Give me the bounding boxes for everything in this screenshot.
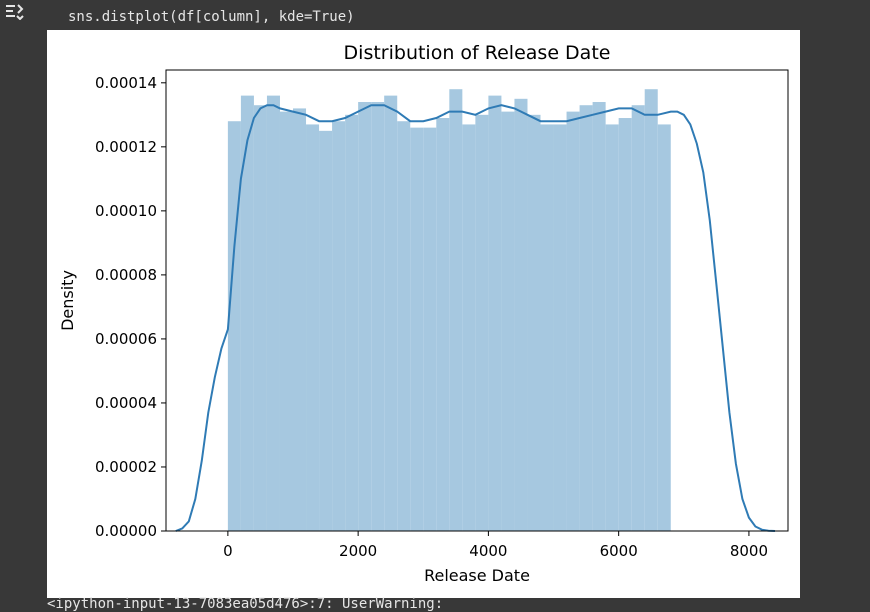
y-tick-label: 0.00010 <box>95 202 157 220</box>
histogram-bar <box>266 95 280 531</box>
histogram-bar <box>540 124 554 531</box>
kde-curve <box>175 104 776 532</box>
x-tick-label: 8000 <box>730 542 768 560</box>
x-tick-label: 2000 <box>339 542 377 560</box>
histogram-bar <box>618 118 632 531</box>
histogram-bar <box>527 114 541 531</box>
histogram-bar <box>449 89 463 532</box>
histogram-bar <box>384 95 398 531</box>
histogram-bar <box>423 127 437 531</box>
histogram-bar <box>371 102 385 531</box>
histogram-bar <box>306 124 320 531</box>
histogram-bar <box>410 127 424 531</box>
histogram-bar <box>332 121 346 531</box>
y-tick-label: 0.00014 <box>95 74 157 92</box>
y-tick-label: 0.00004 <box>95 394 157 412</box>
y-axis-ticks: 0.00000 0.00002 0.00004 0.00006 0.00008 0.000… <box>95 74 166 540</box>
histogram-bar <box>579 105 593 532</box>
y-tick-label: 0.00000 <box>95 522 157 540</box>
y-tick-label: 0.00008 <box>95 266 157 284</box>
histogram-bars <box>227 89 671 532</box>
axes-frame <box>165 69 789 532</box>
histogram-bar <box>566 111 580 532</box>
histogram-bar <box>397 121 411 531</box>
code-line: sns.distplot(df[column], kde=True) <box>68 9 355 25</box>
histogram-bar <box>475 114 489 531</box>
y-tick-label: 0.00002 <box>95 458 157 476</box>
histogram-bar <box>592 102 606 531</box>
x-axis-ticks: 0 2000 4000 6000 8000 <box>223 531 768 560</box>
chart-title: Distribution of Release Date <box>344 42 611 64</box>
histogram-bar <box>293 108 307 532</box>
y-tick-label: 0.00012 <box>95 138 157 156</box>
histogram-bar <box>488 95 502 531</box>
y-tick-label: 0.00006 <box>95 330 157 348</box>
histogram-bar <box>253 105 267 532</box>
x-tick-label: 6000 <box>600 542 638 560</box>
histogram-bar <box>358 102 372 531</box>
histogram-bar <box>501 111 515 532</box>
distribution-chart: 0 2000 4000 6000 8000 0.000000.000020.000040… <box>58 42 789 585</box>
histogram-bar <box>279 111 294 532</box>
histogram-bar <box>462 124 476 531</box>
x-axis-label: Release Date <box>424 566 530 585</box>
histogram-bar <box>240 95 254 531</box>
histogram-bar <box>345 114 359 531</box>
histogram-bar <box>657 124 671 531</box>
output-toggle-icon[interactable] <box>4 2 26 20</box>
histogram-bar <box>227 121 241 531</box>
chart-figure: 0 2000 4000 6000 8000 0.00000 0.00002 0.00004 0… <box>47 30 800 598</box>
histogram-bar <box>605 124 619 531</box>
x-tick-label: 4000 <box>469 542 507 560</box>
histogram-bar <box>514 98 528 531</box>
warning-line: <ipython-input-13-7083ea05d476>:7: UserW… <box>47 596 444 612</box>
y-axis-label: Density <box>58 270 77 331</box>
histogram-bar <box>644 89 658 532</box>
histogram-bar <box>631 105 645 532</box>
histogram-bar <box>436 118 450 531</box>
x-tick-label: 0 <box>223 542 233 560</box>
histogram-bar <box>553 124 567 531</box>
histogram-bar <box>319 130 333 531</box>
